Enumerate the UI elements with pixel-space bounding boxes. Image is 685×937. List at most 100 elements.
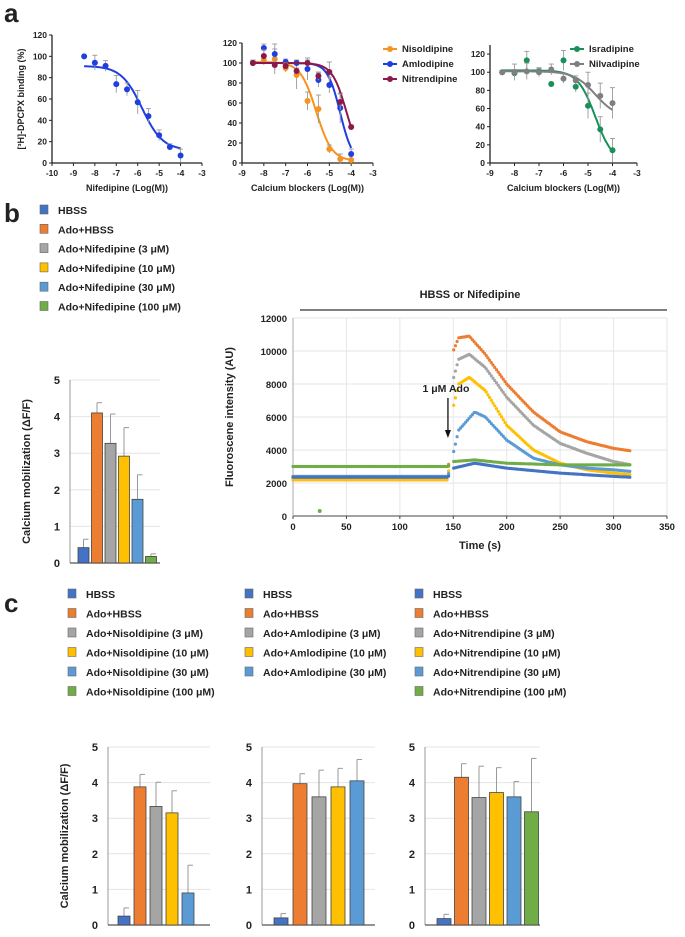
data-point [498,412,502,416]
data-point [489,361,493,365]
y-tick-label: 20 [476,140,486,150]
bar-10 [330,786,346,926]
x-tick-label: -8 [91,168,99,178]
data-point [134,99,141,106]
panel-label-c: c [4,588,18,618]
y-tick-label: 100 [223,58,237,68]
legend-label: Ado+Nisoldipine (30 μM) [86,667,209,679]
legend-marker [574,61,580,67]
legend-label: Nitrendipine [402,74,457,85]
bar-30 [349,780,365,926]
legend-label: HBSS [433,589,462,601]
data-point [124,86,130,93]
data-point [501,377,505,381]
y-axis-label: Fluoroscene intensity (AU) [224,347,236,487]
data-point [315,106,322,112]
data-point [260,45,267,51]
x-axis-label: Time (s) [459,540,501,552]
y-tick-label: 100 [33,51,47,61]
legend-swatch [39,301,49,311]
data-point [447,469,451,473]
bar-3 [471,797,487,926]
legend-swatch [67,608,77,618]
data-point [628,473,632,477]
data-point [493,404,497,408]
y-tick-label: 1 [409,884,415,896]
legend-label: Ado+Nitrendipine (10 μM) [433,648,560,660]
y-tick-label: 2 [409,849,415,861]
y-tick-label: 0 [42,158,47,168]
y-tick-label: 8000 [266,380,287,391]
data-point [548,81,555,88]
y-tick-label: 2 [54,485,60,497]
data-point [488,395,492,400]
y-tick-label: 1 [246,884,252,896]
bar-30 [506,796,522,926]
x-tick-label: -5 [326,168,334,178]
legend-label: Ado+HBSS [58,224,114,236]
bar-10 [489,792,504,926]
legend-label: Ado+HBSS [263,609,319,621]
x-tick-label: 300 [606,522,622,533]
legend-swatch [39,262,49,273]
data-point [628,475,632,479]
data-point [452,348,456,352]
legend-label: Ado+Nitrendipine (100 μM) [433,687,566,699]
x-tick-label: -9 [238,168,246,178]
data-point [489,374,493,378]
y-tick-label: 3 [54,448,60,460]
legend-swatch [244,588,254,599]
legend-swatch [414,647,424,657]
data-point [113,81,120,88]
panel-label-b: b [4,198,20,228]
legend-label: Ado+HBSS [433,609,489,621]
data-point [337,156,344,162]
data-point [523,57,530,64]
y-tick-label: 6000 [266,413,287,424]
legend-label: Ado+Nifedipine (30 μM) [58,282,175,294]
x-tick-label: 200 [499,522,515,533]
x-tick-label: -7 [113,168,121,178]
legend-label: Ado+Nisoldipine (3 μM) [86,628,203,640]
y-tick-label: 120 [471,49,485,59]
y-tick-label: 5 [54,375,60,387]
data-point [572,83,579,90]
y-tick-label: 5 [246,742,252,754]
data-point [326,146,333,152]
data-point [484,367,488,371]
data-point [560,57,567,64]
y-tick-label: 40 [38,115,48,125]
data-point [453,344,457,348]
legend-swatch [414,686,424,696]
x-tick-label: -6 [134,168,142,178]
data-point [503,380,507,384]
x-tick-label: -4 [177,168,185,178]
bar-100 [524,811,539,926]
y-tick-label: 120 [223,38,237,48]
data-point [498,372,502,377]
x-tick-label: -10 [46,168,59,178]
arrow-down-icon [444,430,451,438]
bar-3 [149,806,163,926]
data-point [484,353,488,358]
legend-label: Ado+Amlodipine (3 μM) [263,628,381,640]
data-point [348,151,355,157]
chart-title: HBSS or Nifedipine [420,289,521,301]
legend-label: Ado+Nifedipine (100 μM) [58,302,181,314]
data-point [496,370,500,374]
legend-swatch [67,686,77,696]
data-point [609,147,616,154]
legend-marker [387,61,393,67]
data-point [452,449,456,454]
data-point [91,59,98,66]
y-tick-label: 0 [54,558,60,570]
y-axis-label: [³H]-DPCPX binding (%) [16,49,26,150]
x-tick-label: -8 [511,168,519,178]
data-point [488,371,492,375]
legend-swatch [244,647,254,657]
data-point [572,77,579,84]
bar-3 [104,442,117,564]
data-point [447,472,451,476]
bar-hbss [117,915,131,926]
legend-swatch [67,647,77,657]
